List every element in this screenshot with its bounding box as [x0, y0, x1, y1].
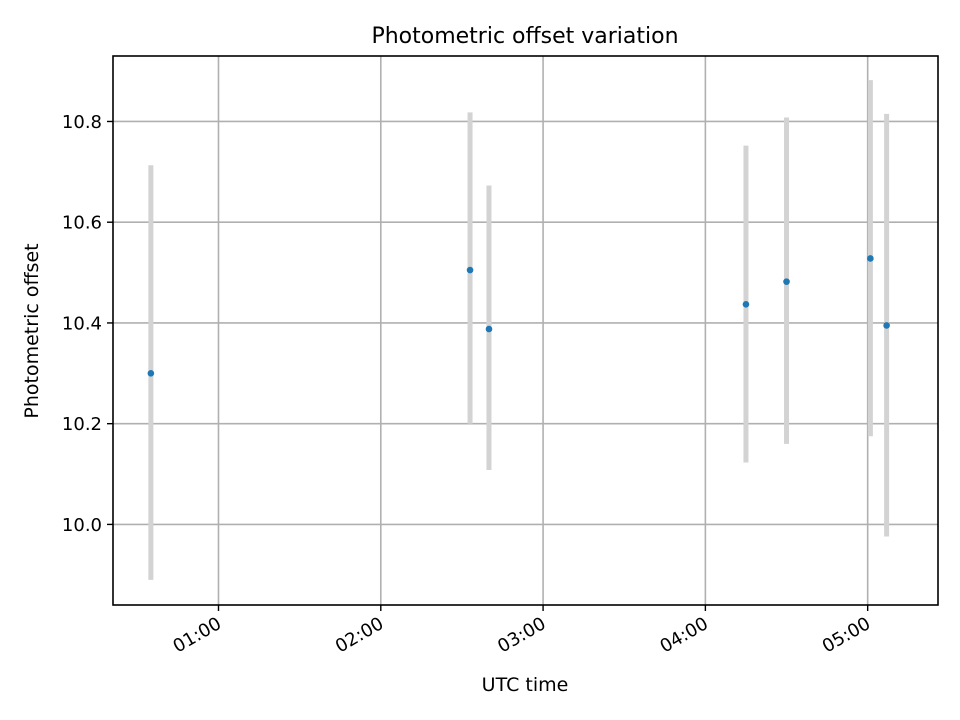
y-axis-label: Photometric offset [21, 243, 43, 418]
x-axis: 01:00 02:00 03:00 04:00 05:00 [170, 605, 874, 657]
chart-title: Photometric offset variation [371, 24, 678, 49]
x-axis-label: UTC time [482, 674, 569, 696]
data-point [742, 301, 750, 308]
y-axis: 10.0 10.2 10.4 10.6 10.8 [62, 112, 113, 536]
data-points [147, 255, 890, 377]
plot-frame [112, 55, 939, 606]
x-tick-label: 01:00 [170, 613, 225, 657]
y-tick-label: 10.0 [62, 515, 102, 536]
data-point [883, 322, 890, 329]
data-point [485, 325, 493, 333]
y-tick-label: 10.4 [62, 313, 102, 334]
data-point [783, 278, 790, 285]
x-tick-label: 03:00 [494, 613, 549, 657]
data-point [867, 255, 874, 262]
data-point [147, 370, 155, 377]
y-tick-label: 10.6 [62, 213, 102, 234]
x-tick-label: 05:00 [819, 613, 874, 657]
x-tick-label: 04:00 [656, 613, 711, 657]
grid [113, 56, 938, 605]
y-tick-label: 10.8 [62, 112, 102, 133]
data-point [466, 266, 474, 274]
x-tick-label: 02:00 [332, 613, 387, 657]
y-tick-label: 10.2 [62, 414, 102, 435]
error-bars [148, 80, 890, 580]
